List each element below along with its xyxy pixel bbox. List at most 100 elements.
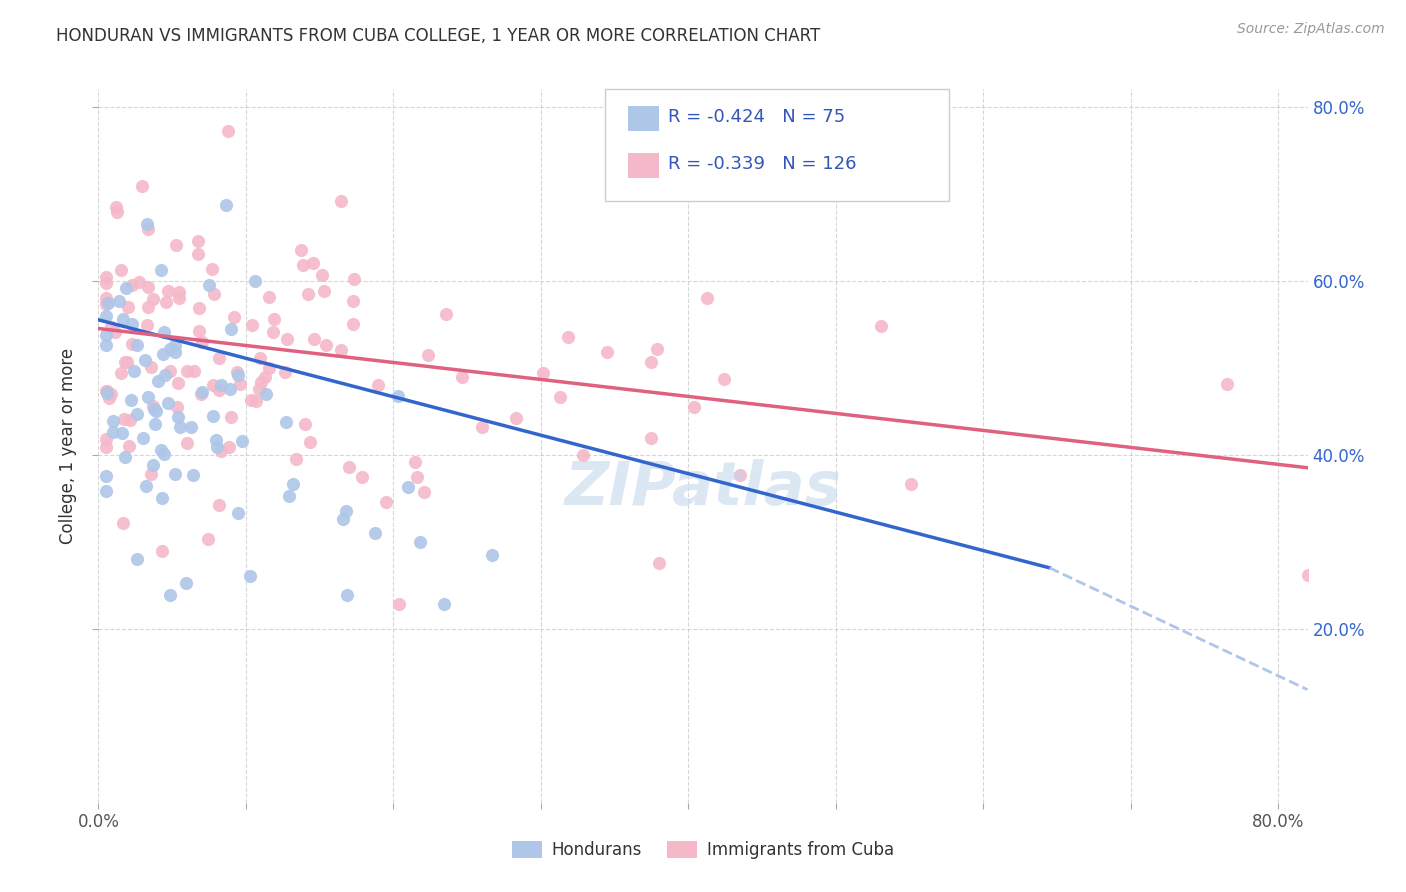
Point (250, 376, 273, 390)
Point (337, 460, 360, 475)
Point (167, 285, 190, 300)
Point (204, 434, 226, 448)
Point (136, 280, 159, 294)
Point (364, 526, 387, 541)
Point (94, 309, 117, 323)
Point (121, 317, 143, 331)
Point (153, 447, 176, 461)
Point (728, 467, 751, 482)
Y-axis label: College, 1 year or more: College, 1 year or more (59, 348, 77, 544)
Point (218, 440, 240, 454)
Point (276, 333, 298, 347)
Point (215, 198, 238, 212)
Point (94, 468, 117, 483)
Point (277, 489, 299, 503)
Point (263, 312, 285, 326)
Point (208, 383, 231, 397)
Point (315, 337, 337, 351)
Point (111, 426, 134, 441)
Point (413, 484, 436, 499)
Point (120, 393, 142, 408)
Point (273, 365, 295, 379)
Point (208, 498, 231, 512)
Point (209, 443, 232, 458)
Point (187, 246, 209, 260)
Text: ZIPatlas: ZIPatlas (564, 459, 842, 518)
Point (100, 320, 122, 334)
Point (132, 432, 155, 446)
Point (155, 295, 177, 310)
Point (125, 551, 148, 566)
Point (367, 378, 389, 392)
Point (208, 351, 231, 365)
Point (645, 342, 668, 356)
Point (135, 217, 157, 231)
Point (256, 387, 278, 401)
Point (190, 334, 212, 349)
Point (114, 355, 136, 369)
Point (314, 284, 336, 298)
Point (94, 277, 117, 291)
Point (108, 293, 131, 308)
Point (201, 409, 224, 424)
Point (505, 411, 527, 425)
Point (571, 448, 593, 462)
Point (247, 383, 270, 397)
Point (408, 535, 430, 549)
Point (281, 476, 304, 491)
Text: R = -0.424   N = 75: R = -0.424 N = 75 (668, 108, 845, 126)
Point (290, 244, 312, 258)
Point (900, 476, 922, 491)
Point (146, 374, 169, 388)
Point (640, 354, 662, 368)
Point (434, 307, 457, 321)
Point (243, 274, 266, 288)
Point (259, 289, 281, 303)
Point (104, 325, 127, 339)
Point (240, 392, 263, 407)
Point (121, 336, 143, 351)
Point (100, 387, 122, 401)
Point (149, 263, 172, 277)
Point (94, 327, 117, 342)
Point (152, 347, 174, 361)
Point (202, 287, 225, 301)
Point (240, 318, 263, 332)
Point (142, 400, 165, 414)
Point (105, 205, 128, 219)
Point (451, 369, 474, 384)
Point (163, 467, 186, 482)
Point (870, 318, 893, 333)
Point (225, 365, 247, 379)
Point (548, 390, 571, 404)
Point (150, 544, 173, 558)
Point (159, 342, 181, 356)
Point (176, 436, 198, 450)
Point (342, 317, 364, 331)
Point (640, 432, 662, 446)
Point (713, 372, 735, 386)
Point (433, 598, 456, 612)
Point (134, 352, 156, 367)
Point (218, 382, 240, 396)
Point (101, 414, 124, 428)
Point (201, 262, 224, 277)
Point (94, 441, 117, 455)
Point (404, 455, 426, 469)
Point (96, 385, 118, 400)
Point (115, 281, 138, 295)
Point (1216, 376, 1239, 391)
Point (292, 258, 315, 272)
Point (405, 469, 427, 483)
Text: R = -0.339   N = 126: R = -0.339 N = 126 (668, 155, 856, 173)
Point (117, 439, 139, 453)
Point (142, 292, 165, 306)
Point (157, 396, 180, 410)
Text: Source: ZipAtlas.com: Source: ZipAtlas.com (1237, 22, 1385, 37)
Point (139, 359, 162, 374)
Point (418, 348, 440, 362)
Point (596, 344, 619, 359)
Point (187, 324, 209, 338)
Point (329, 194, 352, 209)
Point (167, 376, 190, 390)
